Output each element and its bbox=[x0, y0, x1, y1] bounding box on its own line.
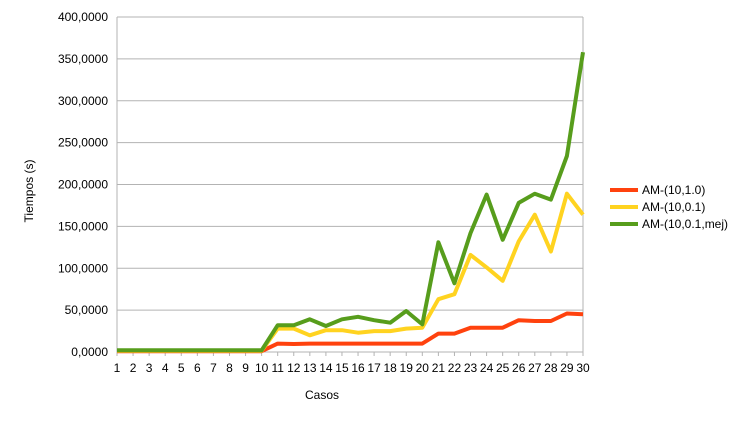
y-axis-title: Tiempos (s) bbox=[22, 160, 36, 223]
legend-label: AM-(10,0.1,mej) bbox=[642, 217, 728, 231]
x-tick-labels: 1 2 3 4 5 6 7 8 9 10 11 12 13 14 15 16 17 18 19 20 21 22 23 24 2… bbox=[114, 361, 590, 375]
x-tick-label: 11 bbox=[271, 361, 284, 375]
x-tick-label: 16 bbox=[351, 361, 365, 375]
x-tick-label: 23 bbox=[464, 361, 478, 375]
series-lines bbox=[117, 51, 585, 354]
x-tick-label: 30 bbox=[576, 361, 590, 375]
x-tick-label: 28 bbox=[544, 361, 558, 375]
x-tick-label: 27 bbox=[528, 361, 542, 375]
x-tick-label: 13 bbox=[303, 361, 317, 375]
x-tick-label: 12 bbox=[287, 361, 301, 375]
x-tick-label: 20 bbox=[416, 361, 430, 375]
legend-label: AM-(10,1.0) bbox=[642, 183, 705, 197]
x-tick-label: 4 bbox=[162, 361, 169, 375]
axes bbox=[116, 17, 584, 356]
y-tick-label: 50,0000 bbox=[65, 303, 109, 317]
x-tick-label: 21 bbox=[432, 361, 446, 375]
x-tick-label: 9 bbox=[242, 361, 249, 375]
x-tick-label: 3 bbox=[146, 361, 153, 375]
y-tick-label: 200,0000 bbox=[58, 178, 108, 192]
x-tick-label: 26 bbox=[512, 361, 526, 375]
legend: AM-(10,1.0) AM-(10,0.1) AM-(10,0.1,mej) bbox=[610, 183, 728, 231]
x-tick-label: 2 bbox=[130, 361, 137, 375]
x-tick-label: 24 bbox=[480, 361, 494, 375]
y-tick-label: 250,0000 bbox=[58, 136, 108, 150]
x-tick-label: 7 bbox=[210, 361, 217, 375]
x-tick-label: 5 bbox=[178, 361, 185, 375]
y-tick-label: 0,0000 bbox=[71, 345, 108, 359]
gridlines bbox=[117, 16, 583, 353]
x-tick-label: 10 bbox=[255, 361, 269, 375]
x-tick-label: 1 bbox=[114, 361, 121, 375]
x-tick-label: 17 bbox=[367, 361, 381, 375]
y-tick-labels: 0,0000 50,0000 100,0000 150,0000 200,0000 250… bbox=[58, 10, 108, 359]
y-tick-label: 350,0000 bbox=[58, 52, 108, 66]
x-tick-label: 14 bbox=[319, 361, 333, 375]
x-axis-title: Casos bbox=[305, 388, 339, 402]
x-tick-label: 22 bbox=[448, 361, 462, 375]
x-tick-label: 29 bbox=[560, 361, 574, 375]
legend-label: AM-(10,0.1) bbox=[642, 200, 705, 214]
x-tick-label: 15 bbox=[335, 361, 349, 375]
y-tick-label: 300,0000 bbox=[58, 94, 108, 108]
series-line-3 bbox=[117, 51, 585, 353]
x-tick-label: 8 bbox=[226, 361, 233, 375]
x-tick-label: 18 bbox=[383, 361, 397, 375]
y-tick-label: 100,0000 bbox=[58, 261, 108, 275]
x-tick-label: 6 bbox=[194, 361, 201, 375]
y-tick-label: 400,0000 bbox=[58, 10, 108, 24]
x-tick-label: 25 bbox=[496, 361, 510, 375]
x-tick-label: 19 bbox=[400, 361, 414, 375]
y-tick-label: 150,0000 bbox=[58, 219, 108, 233]
